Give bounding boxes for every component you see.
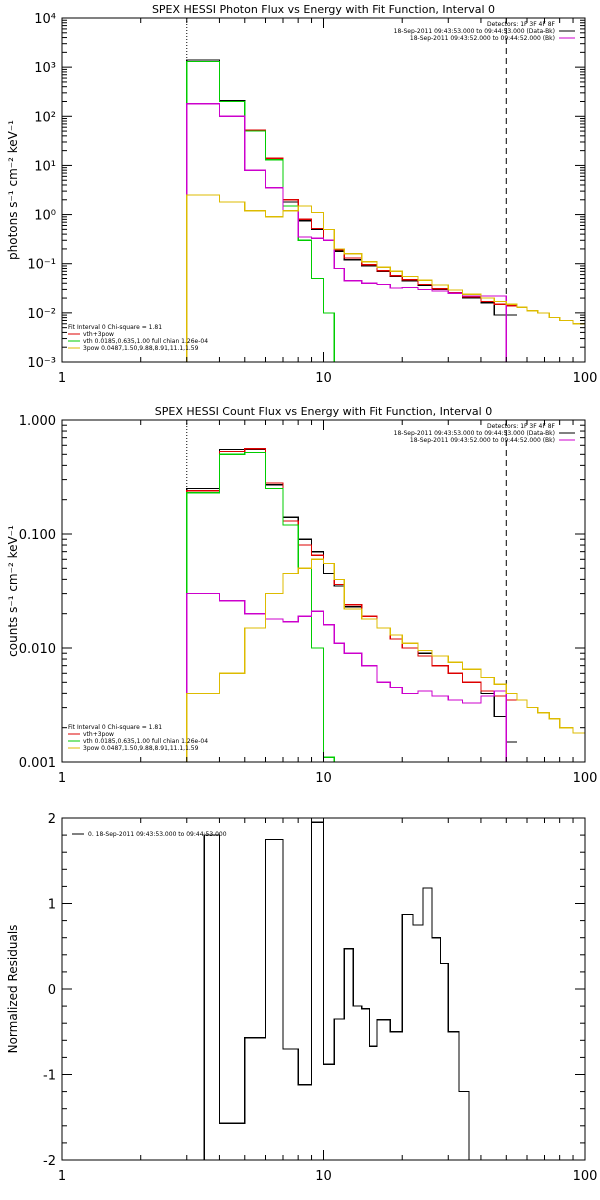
y-tick-label: 1 [48, 898, 56, 913]
panel-title: SPEX HESSI Photon Flux vs Energy with Fi… [152, 3, 495, 16]
legend-entry: 3pow 0.0487,1.50,9.88,8.91,11.1,1.59 [83, 345, 199, 352]
y-tick-label: 10⁻² [27, 307, 56, 322]
x-tick-label: 1 [58, 1169, 66, 1184]
y-tick-label: 10² [34, 110, 56, 125]
y-tick-label: 0.010 [19, 642, 56, 657]
series-line-2 [186, 448, 518, 762]
series-line-1 [186, 59, 518, 362]
y-tick-label: 2 [48, 812, 56, 827]
panel-3: Normalized Residuals 1 10 100 -2 -1 0 1 2 0. 18-S… [6, 812, 597, 1184]
legend-entry: 18-Sep-2011 09:43:52.000 to 09:44:52.000… [410, 437, 555, 444]
panel-1: SPEX HESSI Photon Flux vs Energy with Fi… [6, 3, 597, 386]
series-line-1 [186, 821, 518, 1160]
y-tick-label: -1 [43, 1069, 56, 1084]
y-tick-label: 10³ [34, 61, 56, 76]
y-tick-label: 0.001 [19, 756, 56, 771]
y-tick-label: 10⁴ [34, 12, 56, 27]
x-tick-label: 10 [315, 771, 332, 786]
legend-entry: 18-Sep-2011 09:43:53.000 to 09:44:53.000… [394, 28, 555, 35]
legend-entry: vth 0.0185,0.635,1.00 full chian 1.26e-0… [83, 738, 208, 745]
legend-bottom-left: Fit Interval 0 Chi-square = 1.81vth+3pow… [68, 724, 208, 752]
series-line-5 [186, 558, 585, 762]
series-group [186, 448, 585, 762]
series-line-4 [186, 103, 518, 362]
y-tick-label: 1.000 [19, 414, 56, 429]
y-tick-label: 0.100 [19, 528, 56, 543]
legend-bottom-left: Fit Interval 0 Chi-square = 1.81vth+3pow… [68, 324, 208, 352]
series-line-2 [186, 60, 518, 362]
series-line-4 [186, 593, 518, 762]
legend-entry: Fit Interval 0 Chi-square = 1.81 [68, 724, 162, 731]
y-tick-label: 0 [48, 983, 56, 998]
y-axis: 0.001 0.010 0.100 1.000 [19, 414, 585, 771]
legend-entry: 0. 18-Sep-2011 09:43:53.000 to 09:44:53.… [88, 831, 227, 838]
y-axis-label: photons s⁻¹ cm⁻² keV⁻¹ [6, 120, 20, 260]
y-tick-label: 10⁰ [34, 209, 56, 224]
series-group [186, 59, 585, 362]
y-axis-label: Normalized Residuals [6, 925, 20, 1054]
x-tick-label: 100 [573, 1169, 598, 1184]
legend-entry: 18-Sep-2011 09:43:53.000 to 09:44:53.000… [394, 430, 555, 437]
legend-entry: vth+3pow [83, 731, 114, 738]
legend-entry: vth+3pow [83, 331, 114, 338]
panel-2: SPEX HESSI Count Flux vs Energy with Fit… [6, 405, 597, 786]
x-axis: 1 10 100 [58, 420, 598, 786]
panel-title: SPEX HESSI Count Flux vs Energy with Fit… [155, 405, 492, 418]
y-tick-label: -2 [43, 1154, 56, 1169]
x-tick-label: 10 [315, 371, 332, 386]
legend-top-left: 0. 18-Sep-2011 09:43:53.000 to 09:44:53.… [72, 831, 227, 838]
x-axis: 1 10 100 [58, 818, 598, 1184]
legend-entry: 18-Sep-2011 09:43:52.000 to 09:44:52.000… [410, 35, 555, 42]
x-tick-label: 10 [315, 1169, 332, 1184]
x-tick-label: 1 [58, 371, 66, 386]
x-axis: 1 10 100 [58, 18, 598, 386]
legend-entry: Detectors: 1F 3F 4F 8F [487, 423, 556, 430]
series-line-1 [186, 448, 518, 762]
x-tick-label: 100 [573, 771, 598, 786]
y-tick-label: 10⁻¹ [27, 258, 56, 273]
y-axis: -2 -1 0 1 2 [43, 812, 585, 1169]
x-tick-label: 1 [58, 771, 66, 786]
legend-entry: 3pow 0.0487,1.50,9.88,8.91,11.1,1.59 [83, 745, 199, 752]
legend-entry: Fit Interval 0 Chi-square = 1.81 [68, 324, 162, 331]
y-axis-label: counts s⁻¹ cm⁻² keV⁻¹ [6, 525, 20, 657]
y-axis: 10⁻³ 10⁻² 10⁻¹ 10⁰ 10¹ 10² 10³ 10⁴ [27, 12, 585, 371]
series-line-5 [186, 194, 585, 362]
x-tick-label: 100 [573, 371, 598, 386]
y-tick-label: 10⁻³ [27, 356, 56, 371]
legend-entry: Detectors: 1F 3F 4F 8F [487, 21, 556, 28]
series-group [186, 821, 518, 1160]
legend-entry: vth 0.0185,0.635,1.00 full chian 1.26e-0… [83, 338, 208, 345]
y-tick-label: 10¹ [34, 159, 56, 174]
